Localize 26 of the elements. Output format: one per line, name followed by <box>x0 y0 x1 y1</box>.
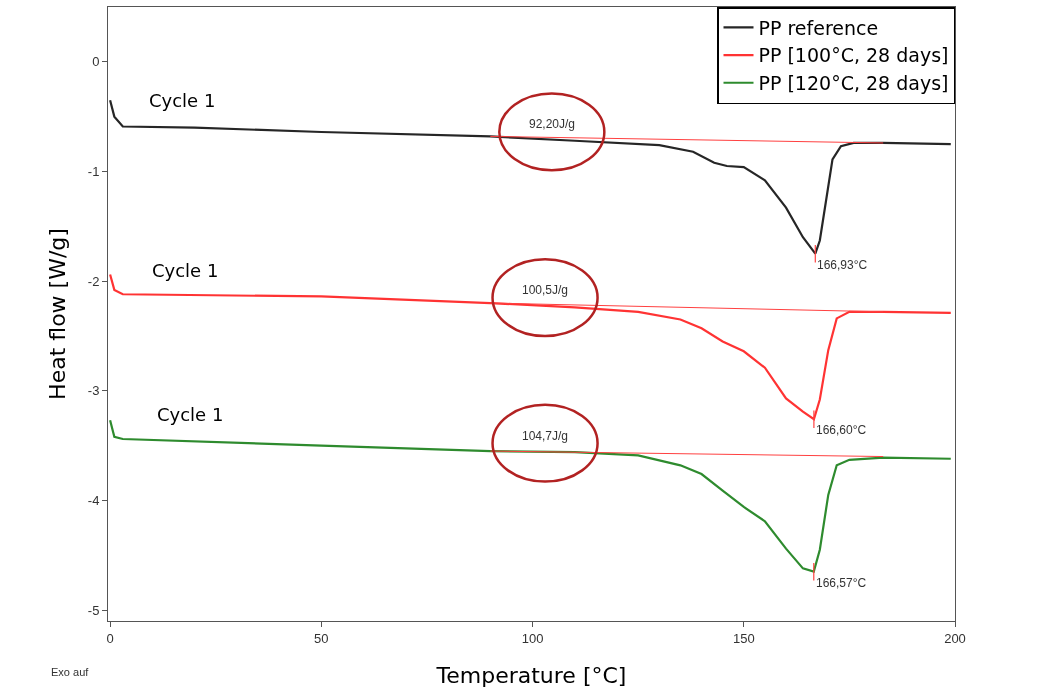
legend-label: PP reference <box>758 16 879 39</box>
y-axis-title: Heat flow [W/g] <box>44 228 70 400</box>
annotation: 166,93°C <box>817 258 868 272</box>
x-tick-label: 100 <box>521 630 544 646</box>
y-tick-label: 0 <box>92 54 100 70</box>
x-tick-label: 150 <box>732 630 755 646</box>
annotation: Cycle 1 <box>149 90 216 111</box>
x-tick-label: 0 <box>106 630 114 646</box>
y-tick-label: -1 <box>87 164 100 180</box>
x-axis-title: Temperature [°C] <box>435 663 627 688</box>
y-tick-label: -2 <box>87 273 100 289</box>
y-tick-label: -5 <box>87 602 100 618</box>
annotation: 92,20J/g <box>529 117 576 131</box>
annotation: Cycle 1 <box>157 404 224 425</box>
annotation: 100,5J/g <box>522 283 569 297</box>
annotation: Cycle 1 <box>152 260 219 281</box>
legend-label: PP [100°C, 28 days] <box>758 44 949 67</box>
y-tick-label: -4 <box>87 492 100 508</box>
y-tick-label: -3 <box>87 383 100 399</box>
x-tick-label: 200 <box>944 630 966 646</box>
annotation: 104,7J/g <box>522 429 569 443</box>
annotation: 166,57°C <box>816 576 867 590</box>
x-tick-label: 50 <box>314 630 329 646</box>
legend-label: PP [120°C, 28 days] <box>758 72 949 95</box>
text: Exo auf <box>51 666 90 678</box>
annotation: 166,60°C <box>816 423 867 437</box>
